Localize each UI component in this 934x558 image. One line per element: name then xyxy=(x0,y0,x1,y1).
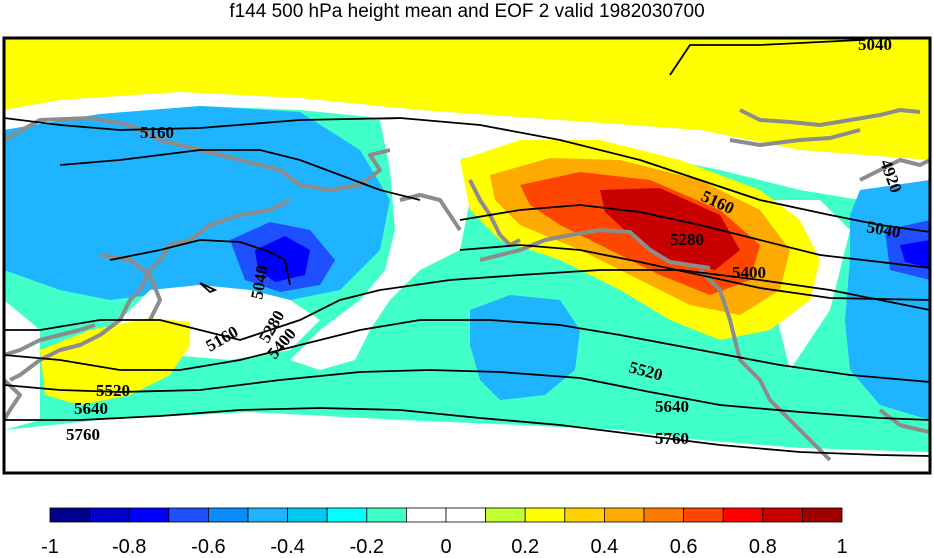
contour-label: 5520 xyxy=(96,381,130,400)
colorbar-swatch xyxy=(683,507,724,523)
contour-label: 5640 xyxy=(655,397,689,416)
colorbar-swatch xyxy=(207,507,249,523)
colorbar-tick-label: -0.8 xyxy=(111,536,147,558)
coastlines xyxy=(4,108,930,462)
contour-labels: 5040 5160 5520 5640 5760 5040 5160 5280 … xyxy=(66,35,906,448)
colorbar-swatch xyxy=(485,507,526,523)
colorbar-swatch xyxy=(287,507,328,523)
colorbar-swatch xyxy=(89,507,130,523)
colorbar-tick-label: 0.4 xyxy=(590,536,619,558)
colorbar-swatch xyxy=(168,507,209,523)
colorbar-swatch xyxy=(722,507,764,523)
colorbar-tick-label: 0 xyxy=(440,536,452,558)
contour-label: 5760 xyxy=(655,429,689,448)
colorbar-swatch xyxy=(49,507,90,523)
colorbar-swatch xyxy=(128,507,170,523)
contour-label: 5040 xyxy=(858,35,892,54)
plot-frame xyxy=(2,36,932,475)
map-title: f144 500 hPa height mean and EOF 2 valid… xyxy=(229,1,705,22)
colorbar-tick-label: -0.6 xyxy=(191,536,226,558)
colorbar-swatch xyxy=(802,507,843,523)
colorbar-swatch xyxy=(762,507,803,523)
colorbar-swatch xyxy=(604,507,645,523)
map-plot: 5040 5160 5520 5640 5760 5040 5160 5280 … xyxy=(2,35,932,523)
colorbar-tick-label: 0.8 xyxy=(748,536,777,558)
colorbar-swatch xyxy=(524,507,566,523)
contour-label: 5280 xyxy=(670,230,704,249)
colorbar-swatch xyxy=(247,507,288,523)
contour-label: 5160 xyxy=(140,123,174,142)
height-contours xyxy=(4,39,930,457)
colorbar-swatch xyxy=(405,507,447,523)
colorbar-swatch xyxy=(445,507,486,523)
colorbar-tick-label: 1 xyxy=(836,536,848,558)
colorbar-tick-label: -0.2 xyxy=(349,536,385,558)
colorbar-tick-label: 0.6 xyxy=(669,536,698,558)
colorbar-swatch xyxy=(366,507,407,523)
colorbar-swatch xyxy=(564,507,605,523)
colorbar-labels: -1 -0.8 -0.6 -0.4 -0.2 0 0.2 0.4 0.6 0.8 1 xyxy=(0,536,934,558)
colorbar-tick-label: -1 xyxy=(41,536,59,558)
colorbar-tick-label: 0.2 xyxy=(511,536,540,558)
contour-label: 5400 xyxy=(732,263,766,282)
colorbar xyxy=(49,507,843,523)
colorbar-tick-label: -0.4 xyxy=(270,536,305,558)
colorbar-swatch xyxy=(326,507,368,523)
anomaly-shading: 5040 5160 5520 5640 5760 5040 5160 5280 … xyxy=(4,35,930,473)
colorbar-swatch xyxy=(643,507,684,523)
contour-label: 5760 xyxy=(66,425,100,444)
contour-label: 5640 xyxy=(74,399,108,418)
